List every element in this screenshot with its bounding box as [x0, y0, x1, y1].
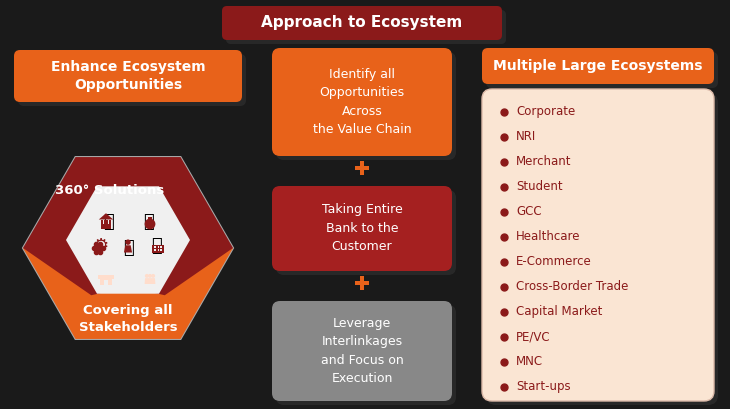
Bar: [154, 246, 155, 248]
Polygon shape: [66, 187, 190, 294]
Text: 360° Solutions: 360° Solutions: [55, 184, 165, 197]
Text: Corporate: Corporate: [516, 105, 575, 118]
Polygon shape: [23, 248, 233, 339]
FancyBboxPatch shape: [482, 48, 714, 84]
Polygon shape: [145, 278, 149, 284]
Bar: [355, 281, 369, 285]
Text: Start-ups: Start-ups: [516, 380, 571, 393]
Bar: [104, 279, 108, 286]
Polygon shape: [23, 157, 233, 295]
FancyBboxPatch shape: [276, 52, 456, 160]
Text: ⚙: ⚙: [92, 237, 108, 255]
Text: Approach to Ecosystem: Approach to Ecosystem: [261, 16, 463, 31]
FancyBboxPatch shape: [276, 190, 456, 275]
Circle shape: [151, 274, 155, 278]
Bar: [103, 220, 104, 224]
Text: Leverage
Interlinkages
and Focus on
Execution: Leverage Interlinkages and Focus on Exec…: [320, 317, 404, 385]
Text: Enhance Ecosystem
Opportunities: Enhance Ecosystem Opportunities: [50, 60, 205, 92]
FancyBboxPatch shape: [486, 93, 718, 405]
Polygon shape: [23, 157, 233, 339]
FancyBboxPatch shape: [18, 54, 246, 106]
Bar: [161, 249, 162, 251]
Text: Student: Student: [516, 180, 563, 193]
Text: Capital Market: Capital Market: [516, 305, 602, 318]
FancyBboxPatch shape: [482, 89, 714, 401]
Circle shape: [126, 239, 131, 245]
Text: Taking Entire
Bank to the
Customer: Taking Entire Bank to the Customer: [322, 204, 402, 254]
Polygon shape: [98, 275, 114, 279]
Text: NRI: NRI: [516, 130, 537, 143]
Bar: [161, 246, 162, 248]
Bar: [152, 245, 164, 252]
FancyBboxPatch shape: [486, 52, 718, 88]
Bar: [101, 220, 112, 229]
Text: Multiple Large Ecosystems: Multiple Large Ecosystems: [493, 59, 703, 73]
Text: 🏛: 🏛: [103, 213, 113, 231]
FancyBboxPatch shape: [272, 301, 452, 401]
Bar: [360, 161, 364, 175]
FancyBboxPatch shape: [272, 186, 452, 271]
Circle shape: [148, 274, 152, 278]
Text: Identify all
Opportunities
Across
the Value Chain: Identify all Opportunities Across the Va…: [312, 68, 411, 136]
Text: 💰: 💰: [142, 213, 153, 231]
Polygon shape: [124, 245, 132, 252]
Circle shape: [145, 218, 155, 229]
Bar: [355, 166, 369, 170]
Bar: [108, 220, 110, 224]
Text: PE/VC: PE/VC: [516, 330, 550, 343]
FancyBboxPatch shape: [226, 10, 506, 44]
FancyBboxPatch shape: [272, 48, 452, 156]
Polygon shape: [147, 278, 153, 284]
FancyBboxPatch shape: [222, 6, 502, 40]
FancyBboxPatch shape: [276, 305, 456, 405]
Bar: [148, 217, 152, 220]
Polygon shape: [99, 213, 113, 220]
Bar: [158, 246, 159, 248]
Text: Covering all
Stakeholders: Covering all Stakeholders: [79, 304, 177, 335]
Text: Cross-Border Trade: Cross-Border Trade: [516, 280, 629, 293]
Circle shape: [145, 274, 149, 278]
Bar: [100, 279, 112, 285]
Text: 👤: 👤: [123, 239, 134, 257]
FancyBboxPatch shape: [14, 50, 242, 102]
Polygon shape: [151, 278, 155, 284]
Text: Healthcare: Healthcare: [516, 230, 580, 243]
Bar: [158, 249, 159, 251]
Text: Merchant: Merchant: [516, 155, 572, 168]
Text: E-Commerce: E-Commerce: [516, 255, 592, 268]
Text: GCC: GCC: [516, 205, 542, 218]
Text: MNC: MNC: [516, 355, 543, 368]
Bar: [360, 276, 364, 290]
Text: 🏢: 🏢: [150, 237, 161, 255]
Bar: [154, 249, 155, 251]
